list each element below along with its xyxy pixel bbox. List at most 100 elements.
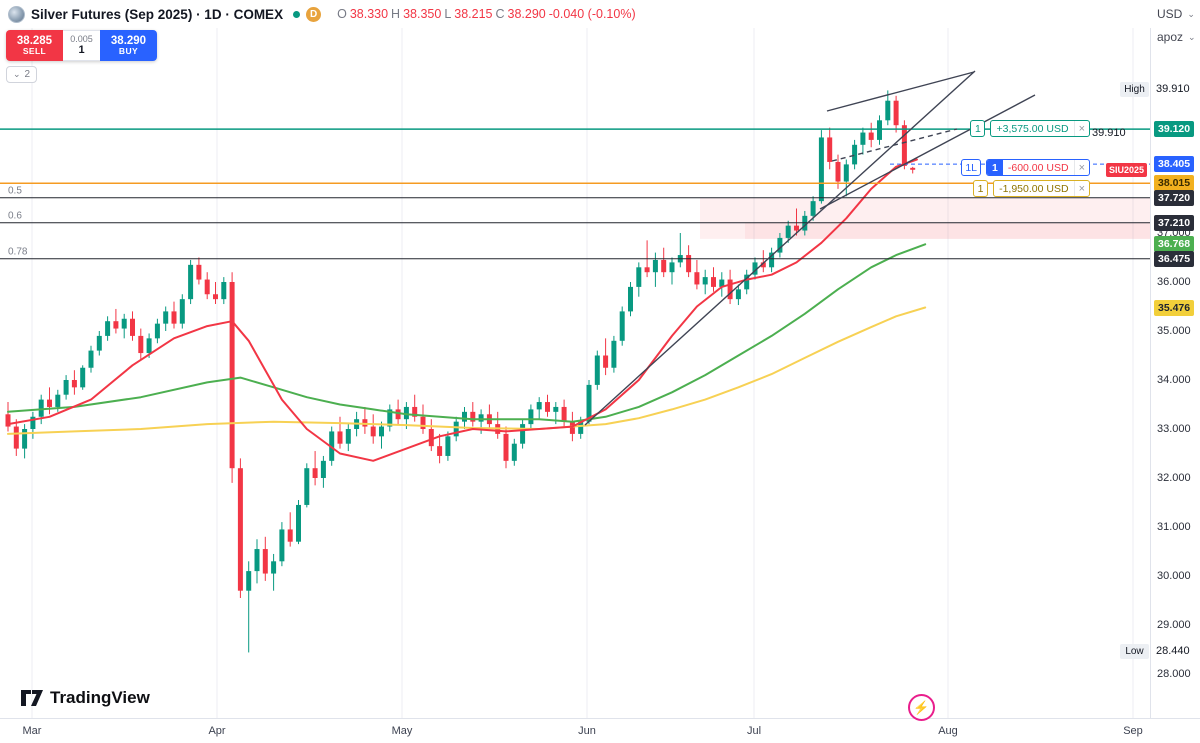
candle bbox=[677, 233, 683, 268]
candle bbox=[204, 272, 210, 300]
delayed-data-badge[interactable]: D bbox=[306, 6, 322, 22]
candle bbox=[254, 539, 260, 584]
candle bbox=[113, 308, 119, 334]
time-axis-label: Apr bbox=[208, 725, 226, 737]
ma-line-mid bbox=[7, 243, 927, 423]
candle bbox=[370, 414, 376, 444]
position-handle[interactable]: 1L bbox=[961, 159, 982, 177]
tp-qty-pill[interactable]: 1 bbox=[970, 120, 986, 138]
candle bbox=[769, 247, 775, 273]
candle bbox=[337, 416, 343, 449]
candle bbox=[279, 522, 285, 567]
close-sl-icon[interactable]: × bbox=[1073, 181, 1089, 197]
candle bbox=[669, 257, 675, 285]
candlestick-chart: 0.5 0.6 0.78 39.910 bbox=[0, 28, 1150, 718]
price-tick: 33.000 bbox=[1157, 423, 1191, 435]
chevron-down-icon: ⌄ bbox=[13, 69, 21, 79]
ma-line-fast bbox=[7, 158, 918, 462]
fib-ratio-label: 0.6 bbox=[8, 211, 22, 222]
candle bbox=[910, 166, 916, 174]
candle bbox=[138, 328, 144, 361]
open-label: O bbox=[337, 7, 347, 21]
sell-button[interactable]: 38.285 SELL bbox=[6, 30, 63, 61]
trendline[interactable] bbox=[584, 70, 976, 426]
high-price-value: 39.910 bbox=[1156, 83, 1190, 96]
candle bbox=[287, 512, 293, 547]
candle bbox=[636, 262, 642, 297]
take-profit-order-tag[interactable]: 1 +3,575.00 USD × bbox=[970, 120, 1090, 138]
candle bbox=[412, 394, 418, 422]
position-entry-tag[interactable]: 1L 1 -600.00 USD × bbox=[961, 159, 1090, 177]
candle bbox=[827, 127, 833, 170]
candle bbox=[901, 120, 907, 170]
price-tick: 34.000 bbox=[1157, 374, 1191, 386]
candle bbox=[22, 424, 28, 459]
candle bbox=[735, 284, 741, 306]
low-label: L bbox=[444, 7, 452, 21]
trendline[interactable] bbox=[826, 71, 975, 112]
candle bbox=[345, 424, 351, 452]
candle bbox=[686, 245, 692, 278]
candle bbox=[603, 338, 609, 376]
currency-selector[interactable]: USD ⌄ bbox=[1157, 7, 1195, 21]
candle bbox=[221, 277, 227, 305]
candle bbox=[379, 421, 384, 449]
candle bbox=[843, 159, 849, 197]
position-qty[interactable]: 1 bbox=[987, 160, 1003, 176]
account-selector[interactable]: apoz ⌄ bbox=[1157, 30, 1196, 44]
candle bbox=[387, 404, 393, 432]
open-value: 38.330 bbox=[349, 7, 389, 21]
symbol-title[interactable]: Silver Futures (Sep 2025) · 1D · COMEX bbox=[31, 6, 284, 22]
tp-pnl-value: +3,575.00 USD bbox=[996, 122, 1069, 135]
candle bbox=[262, 536, 268, 581]
stop-loss-order-tag[interactable]: 1 -1,950.00 USD × bbox=[973, 180, 1090, 198]
sl-qty-pill[interactable]: 1 bbox=[973, 180, 989, 198]
time-axis[interactable]: Mar Apr May Jun Jul Aug Sep bbox=[0, 718, 1200, 743]
time-axis-label: May bbox=[391, 725, 413, 737]
price-axis[interactable]: 37.000 36.000 35.000 34.000 33.000 32.000 31.0… bbox=[1150, 28, 1200, 718]
trendline[interactable] bbox=[831, 128, 958, 162]
candle bbox=[893, 95, 899, 133]
change-value: -0.040 (-0.10%) bbox=[548, 7, 636, 21]
candle bbox=[495, 411, 501, 439]
candle bbox=[296, 500, 301, 545]
candle bbox=[320, 455, 326, 488]
candle bbox=[545, 394, 550, 417]
candle bbox=[586, 380, 592, 425]
trendline[interactable] bbox=[819, 94, 1036, 210]
trendline-price-label: 39.910 bbox=[1092, 127, 1126, 139]
close-label: C bbox=[495, 7, 505, 21]
candle bbox=[561, 399, 567, 427]
close-position-icon[interactable]: × bbox=[1073, 160, 1089, 176]
candle bbox=[271, 553, 277, 591]
collapse-indicators-chip[interactable]: ⌄ 2 bbox=[6, 66, 38, 83]
candle bbox=[727, 269, 733, 305]
symbol-price-tag: SIU2025 bbox=[1106, 162, 1148, 177]
symbol-logo-icon bbox=[8, 5, 25, 23]
candle bbox=[661, 247, 667, 278]
price-tick: 29.000 bbox=[1157, 619, 1191, 631]
quantity-value: 1 bbox=[78, 44, 85, 57]
candle bbox=[246, 561, 252, 653]
tradingview-attribution[interactable]: TradingView bbox=[20, 688, 150, 708]
candle bbox=[503, 426, 509, 469]
time-axis-label: Mar bbox=[22, 725, 42, 737]
candle bbox=[810, 196, 816, 221]
low-chip: Low bbox=[1120, 644, 1149, 660]
candle bbox=[30, 411, 36, 439]
price-tick: 28.000 bbox=[1157, 668, 1191, 680]
buy-button[interactable]: 38.290 BUY bbox=[100, 30, 157, 61]
candle bbox=[486, 404, 492, 429]
candle bbox=[213, 282, 218, 305]
candle bbox=[628, 282, 633, 317]
close-tp-icon[interactable]: × bbox=[1073, 121, 1089, 137]
candle bbox=[760, 250, 766, 273]
candle bbox=[702, 269, 708, 295]
fib-ratio-label: 0.78 bbox=[8, 247, 28, 258]
quick-trade-flash-icon[interactable]: ⚡ bbox=[908, 694, 935, 721]
quantity-spread-cell[interactable]: 0.005 1 bbox=[63, 30, 100, 61]
fib-ratio-label: 0.5 bbox=[8, 186, 22, 197]
high-label: H bbox=[391, 7, 401, 21]
candle bbox=[777, 233, 783, 258]
